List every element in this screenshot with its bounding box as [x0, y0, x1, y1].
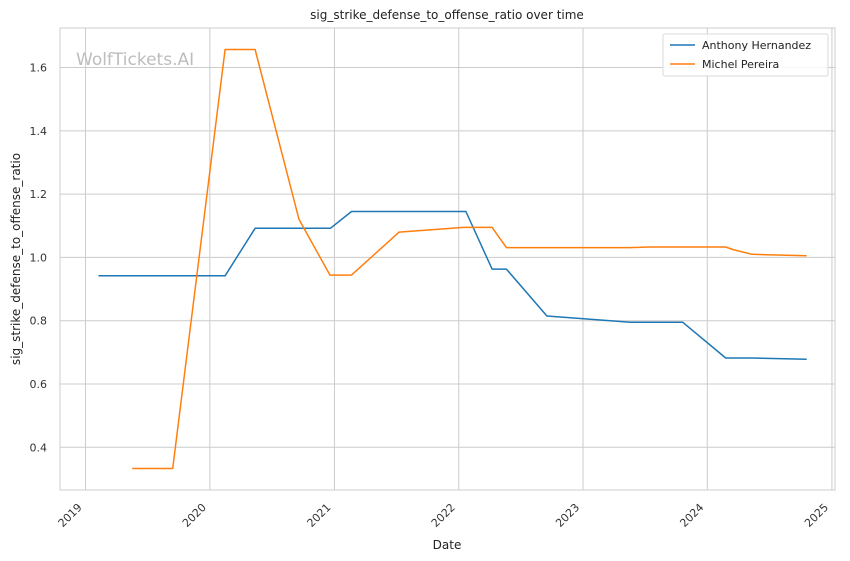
y-tick-label: 1.4 — [30, 125, 48, 138]
y-tick-label: 1.0 — [30, 251, 48, 264]
series-line-michel-pereira — [132, 48, 807, 470]
x-axis-title: Date — [433, 538, 462, 552]
watermark: WolfTickets.AI — [76, 50, 194, 70]
y-axis-title: sig_strike_defense_to_offense_ratio — [9, 153, 23, 365]
chart-title: sig_strike_defense_to_offense_ratio over… — [310, 8, 584, 22]
y-tick-label: 0.6 — [30, 378, 48, 391]
y-axis-tick-labels: 0.4 0.6 0.8 1.0 1.2 1.4 1.6 — [30, 62, 48, 455]
y-tick-label: 0.8 — [30, 315, 48, 328]
plot-area-border — [59, 27, 836, 491]
legend-label-michel-pereira: Michel Pereira — [702, 58, 779, 71]
series-lines — [98, 48, 807, 470]
y-tick-label: 0.4 — [30, 441, 48, 454]
legend-box — [662, 33, 829, 77]
y-tick-label: 1.6 — [30, 62, 48, 75]
legend-label-anthony-hernandez: Anthony Hernandez — [702, 39, 811, 52]
legend: Anthony Hernandez Michel Pereira — [662, 33, 829, 77]
y-tick-label: 1.2 — [30, 188, 48, 201]
series-line-anthony-hernandez — [98, 210, 807, 361]
